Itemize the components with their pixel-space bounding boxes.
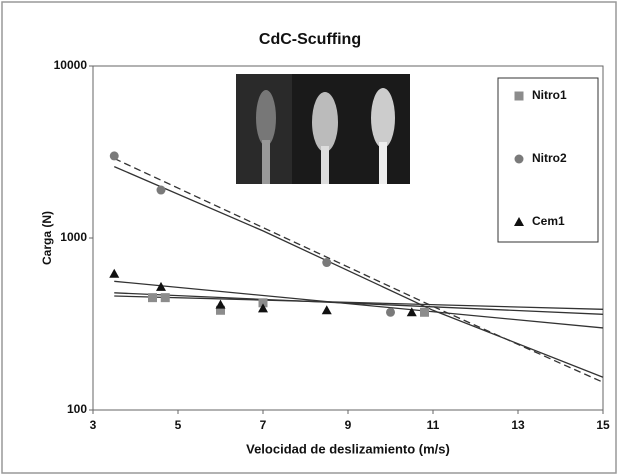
data-point: [110, 151, 119, 160]
y-tick-label: 100: [67, 402, 87, 416]
x-axis-label: Velocidad de deslizamiento (m/s): [246, 441, 450, 456]
data-point: [322, 258, 331, 267]
chart: CdC-Scuffing Carga (N) Velocidad de desl…: [0, 0, 618, 475]
legend-label: Cem1: [532, 214, 565, 228]
inset-photo: [236, 74, 410, 184]
x-tick-label: 11: [427, 418, 440, 432]
data-point: [157, 186, 166, 195]
x-tick-label: 5: [175, 418, 182, 432]
legend-label: Nitro2: [532, 151, 567, 165]
legend-marker: [515, 92, 524, 101]
data-point: [161, 293, 170, 302]
legend-marker: [515, 155, 524, 164]
x-tick-label: 15: [596, 418, 610, 432]
x-tick-label: 7: [260, 418, 267, 432]
y-tick-label: 1000: [60, 230, 87, 244]
legend-label: Nitro1: [532, 88, 567, 102]
data-point: [148, 293, 157, 302]
y-axis-label: Carga (N): [40, 211, 54, 265]
data-point: [420, 308, 429, 317]
x-tick-label: 9: [345, 418, 352, 432]
x-tick-label: 3: [90, 418, 97, 432]
y-tick-label: 10000: [54, 58, 88, 72]
x-tick-label: 13: [511, 418, 525, 432]
data-point: [386, 308, 395, 317]
chart-title: CdC-Scuffing: [259, 31, 361, 48]
